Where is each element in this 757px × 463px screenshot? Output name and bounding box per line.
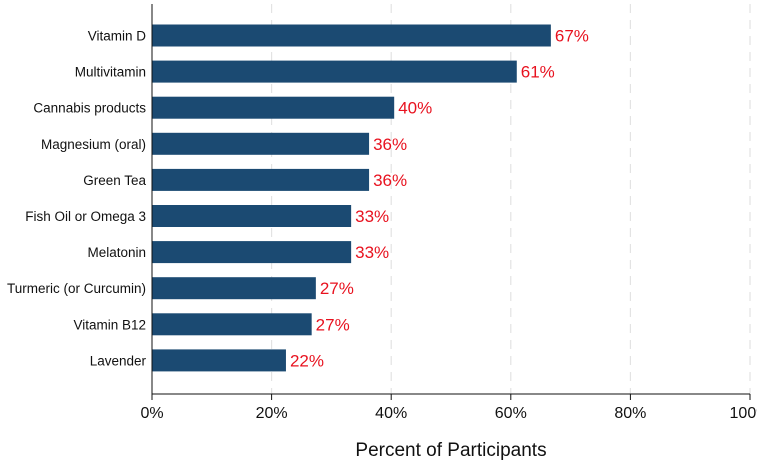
bar (152, 96, 395, 119)
x-tick-label: 100% (730, 405, 757, 422)
axes (151, 4, 750, 395)
bar (152, 313, 312, 336)
category-label: Multivitamin (75, 65, 146, 80)
data-label: 36% (373, 171, 407, 190)
bar (152, 132, 370, 155)
bar (152, 277, 316, 300)
x-tick-label: 60% (495, 405, 527, 422)
data-label: 22% (290, 351, 324, 370)
x-tick-label: 40% (375, 405, 407, 422)
category-label: Vitamin D (88, 29, 147, 44)
category-label: Green Tea (83, 173, 146, 188)
x-tick-label: 20% (256, 405, 288, 422)
bar (152, 241, 352, 264)
bar (152, 349, 286, 372)
x-ticks: 0% 20% 40% 60% 80% 100% (140, 394, 757, 422)
x-tick-label: 80% (614, 405, 646, 422)
data-labels: 67%61%40%36%36%33%33%27%27%22% (290, 27, 589, 371)
category-labels: Vitamin D Multivitamin Cannabis products Ma… (7, 29, 147, 369)
data-label: 67% (555, 27, 589, 46)
data-label: 61% (521, 63, 555, 82)
data-label: 27% (316, 315, 350, 334)
data-label: 27% (320, 279, 354, 298)
bar (152, 24, 551, 47)
category-label: Fish Oil or Omega 3 (25, 209, 146, 224)
bars (152, 24, 551, 372)
category-label: Lavender (90, 353, 147, 368)
data-label: 33% (355, 243, 389, 262)
x-axis-title: Percent of Participants (355, 440, 546, 461)
category-label: Melatonin (87, 245, 146, 260)
category-label: Turmeric (or Curcumin) (7, 281, 146, 296)
category-label: Magnesium (oral) (41, 137, 146, 152)
bar (152, 168, 370, 191)
data-label: 33% (355, 207, 389, 226)
data-label: 40% (398, 99, 432, 118)
category-label: Cannabis products (33, 101, 146, 116)
category-label: Vitamin B12 (73, 317, 146, 332)
x-tick-label: 0% (140, 405, 163, 422)
bar (152, 60, 517, 83)
bar (152, 205, 352, 227)
data-label: 36% (373, 135, 407, 154)
